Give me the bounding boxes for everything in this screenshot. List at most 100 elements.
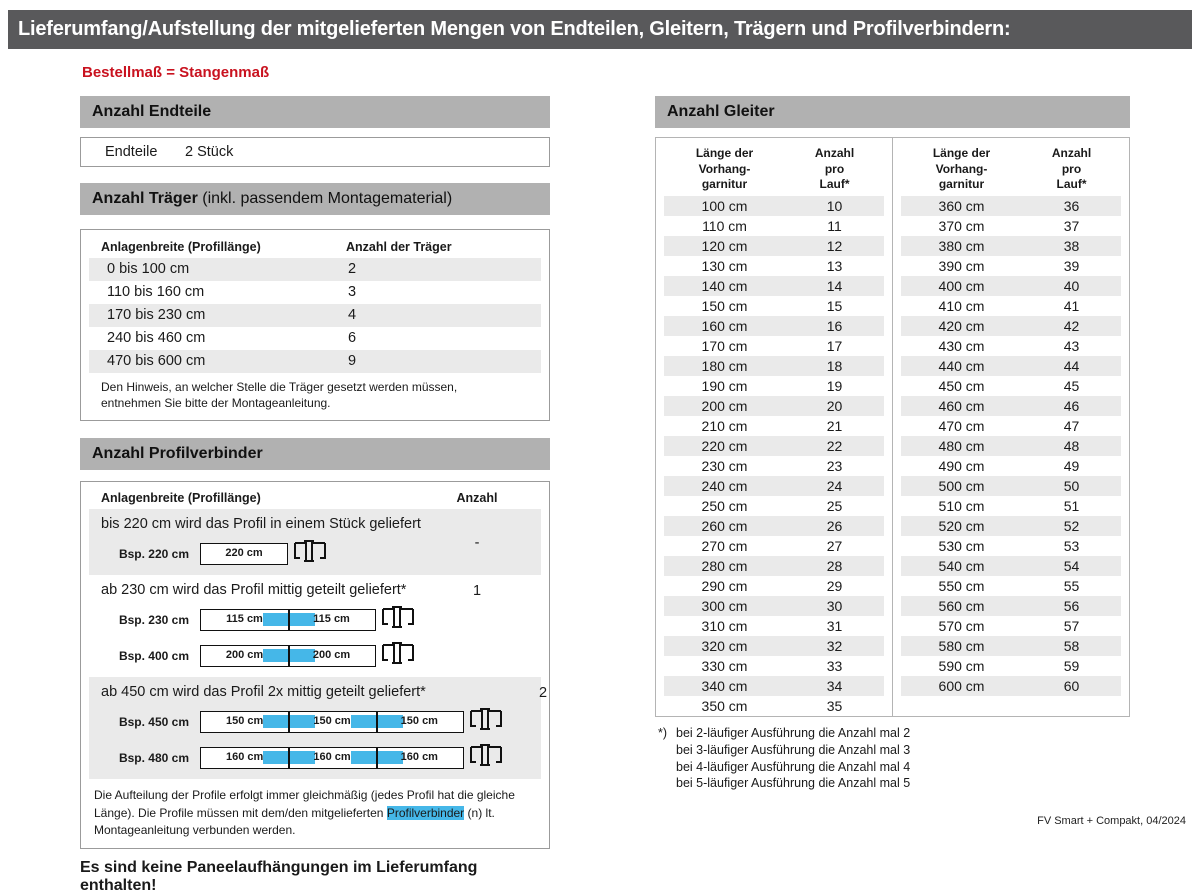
gleiter-anzahl-cell: 46 (1063, 397, 1080, 414)
traeger-row: 240 bis 460 cm 6 (89, 327, 541, 350)
gleiter-laenge-cell: 400 cm (938, 277, 985, 294)
profil-note-highlight: Profilverbinder (386, 805, 465, 820)
gleiter-row: 510 cm 51 (901, 496, 1121, 516)
traeger-breite-cell: 170 bis 230 cm (107, 307, 206, 323)
profile-cross-section-icon (469, 707, 503, 736)
gleiter-laenge-cell: 560 cm (938, 597, 985, 614)
page-title: Lieferumfang/Aufstellung der mitgeliefer… (8, 10, 1192, 49)
profile-joint-line (288, 645, 290, 666)
gleiter-anzahl-cell: 54 (1063, 557, 1080, 574)
profil-anzahl-value: 1 (472, 583, 482, 600)
traeger-table-body: 0 bis 100 cm 2 110 bis 160 cm 3 170 bis 230 … (81, 258, 549, 373)
gleiter-anzahl-cell: 12 (826, 237, 843, 254)
gleiter-anzahl-cell: 35 (826, 697, 843, 714)
gleiter-anzahl-cell: 49 (1063, 457, 1080, 474)
gleiter-row: 110 cm 11 (664, 216, 884, 236)
gleiter-laenge-cell: 220 cm (701, 437, 748, 454)
gleiter-row: 200 cm 20 (664, 395, 884, 416)
gleiter-anzahl-cell: 58 (1063, 637, 1080, 654)
gleiter-laenge-cell: 200 cm (701, 397, 748, 414)
document-version: FV Smart + Compakt, 04/2024 (1037, 815, 1186, 827)
gleiter-anzahl-cell: 56 (1063, 597, 1080, 614)
gleiter-laenge-cell: 260 cm (701, 517, 748, 534)
profil-note-text: Die Aufteilung der Profile erfolgt immer… (94, 788, 515, 820)
profile-joint-line (376, 711, 378, 732)
gleiter-laenge-cell: 230 cm (701, 457, 748, 474)
traeger-table-header: Anlagenbreite (Profillänge) Anzahl der T… (89, 236, 541, 258)
gleiter-anzahl-cell: 53 (1063, 537, 1080, 554)
profile-diagram-label: Bsp. 480 cm (118, 750, 189, 765)
profil-group-text: ab 230 cm wird das Profil mittig geteilt… (101, 582, 407, 599)
gleiter-row: 560 cm 56 (901, 595, 1121, 616)
profile-diagram-label: Bsp. 450 cm (118, 714, 189, 729)
profile-segment: 200 cm (312, 648, 351, 661)
gleiter-anzahl-cell: 24 (826, 477, 843, 494)
profil-col2-header: Anzahl (456, 491, 498, 506)
gleiter-laenge-cell: 440 cm (938, 357, 985, 374)
gleiter-row: 520 cm 52 (901, 515, 1121, 536)
gleiter-laenge-cell: 480 cm (938, 437, 985, 454)
profil-group: ab 450 cm wird das Profil 2x mittig gete… (89, 677, 547, 780)
gleiter-laenge-cell: 240 cm (701, 477, 748, 494)
gleiter-left-col2-header: Anzahl pro Lauf* (814, 146, 855, 192)
profile-segment: 220 cm (225, 546, 263, 559)
gleiter-row: 120 cm 12 (664, 235, 884, 256)
traeger-breite-cell: 470 bis 600 cm (107, 353, 206, 369)
gleiter-left-col1-header: Länge der Vorhang- garnitur (695, 146, 754, 192)
profile-diagram: Bsp. 230 cm 115 cm 115 cm (89, 605, 437, 634)
gleiter-row: 580 cm 58 (901, 635, 1121, 656)
gleiter-row: 410 cm 41 (901, 296, 1121, 316)
profile-bar: 160 cm 160 cm 160 cm (200, 746, 464, 769)
traeger-header-bold: Anzahl Träger (92, 190, 198, 207)
gleiter-row: 100 cm 10 (664, 195, 884, 216)
gleiter-laenge-cell: 550 cm (938, 577, 985, 594)
gleiter-table-right: Länge der Vorhang- garnitur Anzahl pro L… (893, 142, 1129, 716)
profil-group-text: bis 220 cm wird das Profil in einem Stüc… (101, 516, 421, 533)
gleiter-laenge-cell: 390 cm (938, 257, 985, 274)
gleiter-anzahl-cell: 32 (826, 637, 843, 654)
section-header-endteile: Anzahl Endteile (80, 96, 550, 128)
gleiter-anzahl-cell: 28 (826, 557, 843, 574)
right-column: Anzahl Gleiter Länge der Vorhang- garnit… (655, 96, 1130, 792)
endteile-label: Endteile (105, 144, 158, 160)
gleiter-laenge-cell: 530 cm (938, 537, 985, 554)
gleiter-laenge-cell: 110 cm (702, 217, 747, 234)
profil-anzahl-value: 2 (538, 685, 548, 702)
gleiter-laenge-cell: 470 cm (938, 417, 985, 434)
gleiter-laenge-cell: 360 cm (938, 197, 985, 214)
gleiter-anzahl-cell: 41 (1063, 297, 1080, 314)
gleiter-row: 500 cm 50 (901, 475, 1121, 496)
gleiter-laenge-cell: 120 cm (701, 237, 748, 254)
gleiter-anzahl-cell: 48 (1063, 437, 1080, 454)
gleiter-laenge-cell: 130 cm (701, 257, 748, 274)
gleiter-laenge-cell: 190 cm (701, 377, 748, 394)
gleiter-anzahl-cell: 45 (1063, 377, 1080, 394)
profile-segment: 160 cm (400, 750, 438, 763)
profile-segment: 115 cm (313, 612, 350, 625)
profil-group-main: ab 230 cm wird das Profil mittig geteilt… (89, 580, 437, 673)
profilverbinder-table-header: Anlagenbreite (Profillänge) Anzahl (89, 487, 541, 509)
profil-col1-header: Anlagenbreite (Profillänge) (101, 491, 261, 506)
gleiter-laenge-cell: 600 cm (938, 677, 985, 694)
gleiter-anzahl-cell: 43 (1063, 337, 1080, 354)
gleiter-row: 290 cm 29 (664, 576, 884, 596)
gleiter-row: 210 cm 21 (664, 416, 884, 436)
gleiter-anzahl-cell: 18 (826, 357, 843, 374)
gleiter-row: 460 cm 46 (901, 395, 1121, 416)
profil-group: ab 230 cm wird das Profil mittig geteilt… (89, 575, 541, 677)
gleiter-anzahl-cell: 11 (827, 217, 842, 234)
order-measure-note: Bestellmaß = Stangenmaß (82, 64, 270, 81)
profilverbinder-table: Anlagenbreite (Profillänge) Anzahl bis 2… (80, 481, 550, 849)
no-paneel-note: Es sind keine Paneelaufhängungen im Lief… (80, 858, 478, 894)
traeger-col1-header: Anlagenbreite (Profillänge) (101, 240, 261, 254)
gleiter-row: 310 cm 31 (664, 616, 884, 636)
profile-diagram-label: Bsp. 230 cm (118, 612, 189, 627)
profil-group-text: ab 450 cm wird das Profil 2x mittig gete… (101, 684, 426, 701)
gleiter-right-header: Länge der Vorhang- garnitur Anzahl pro L… (893, 142, 1129, 196)
gleiter-anzahl-cell: 34 (826, 677, 843, 694)
gleiter-laenge-cell: 500 cm (938, 477, 985, 494)
profilverbinder-groups: bis 220 cm wird das Profil in einem Stüc… (81, 509, 549, 780)
gleiter-anzahl-cell: 59 (1063, 657, 1080, 674)
gleiter-row: 220 cm 22 (664, 435, 884, 456)
gleiter-anzahl-cell: 33 (826, 657, 843, 674)
